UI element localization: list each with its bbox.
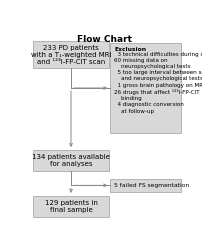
Text: 129 patients in
final sample: 129 patients in final sample — [44, 200, 97, 213]
Text: 3 technical difficulties during scan
60 missing data on
    neuropsychological t: 3 technical difficulties during scan 60 … — [114, 52, 202, 114]
Text: 233 PD patients
with a T₁-weighted MRI
and ¹²³I-FP-CIT scan: 233 PD patients with a T₁-weighted MRI a… — [31, 45, 111, 64]
Text: 5 failed FS segmentation: 5 failed FS segmentation — [114, 183, 189, 188]
FancyBboxPatch shape — [110, 179, 180, 192]
FancyBboxPatch shape — [33, 41, 108, 68]
Text: Exclusion: Exclusion — [114, 47, 146, 52]
FancyBboxPatch shape — [33, 196, 108, 217]
Text: Flow Chart: Flow Chart — [76, 34, 131, 44]
FancyBboxPatch shape — [110, 43, 180, 133]
FancyBboxPatch shape — [33, 150, 108, 171]
Text: 134 patients available
for analyses: 134 patients available for analyses — [32, 154, 109, 167]
